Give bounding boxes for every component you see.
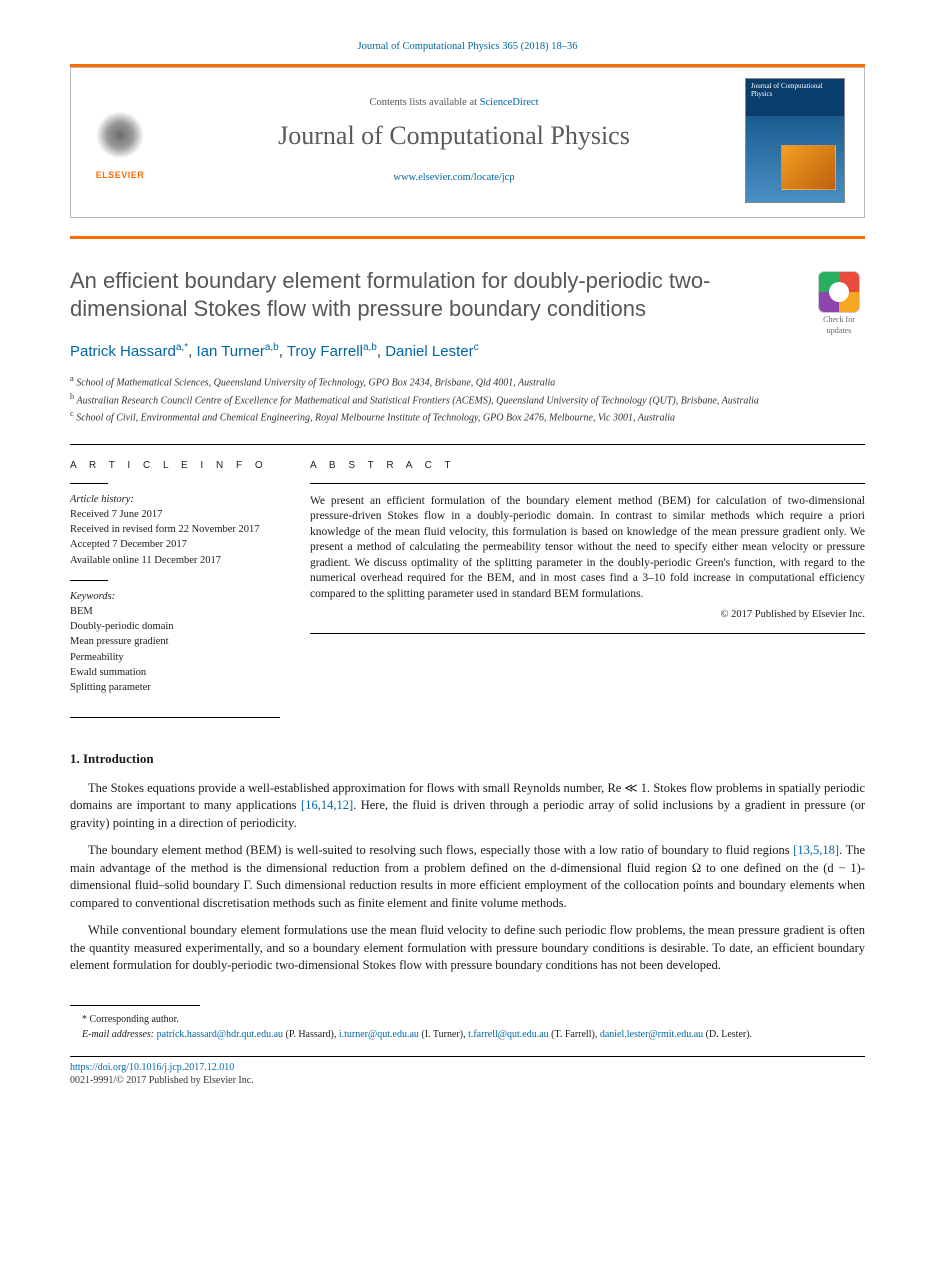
footnotes: * Corresponding author. E-mail addresses…: [70, 1005, 865, 1042]
bottom-orange-rule: [70, 236, 865, 239]
body-paragraph: The boundary element method (BEM) is wel…: [70, 842, 865, 912]
author: Patrick Hassarda,*: [70, 343, 188, 360]
citation-link[interactable]: Journal of Computational Physics 365 (20…: [358, 41, 578, 52]
affiliation-text: School of Civil, Environmental and Chemi…: [76, 413, 675, 424]
affiliation-text: Australian Research Council Centre of Ex…: [77, 395, 759, 406]
history-label: Article history:: [70, 492, 280, 507]
rule-short: [70, 580, 108, 581]
intro-heading: 1. Introduction: [70, 750, 865, 768]
affiliation-text: School of Mathematical Sciences, Queensl…: [76, 377, 555, 388]
email-addresses-line: E-mail addresses: patrick.hassard@hdr.qu…: [70, 1027, 865, 1042]
corresponding-author-note: * Corresponding author.: [70, 1012, 865, 1027]
ref-link[interactable]: [16,14,12]: [301, 798, 353, 812]
keyword: Permeability: [70, 650, 280, 665]
elsevier-logo[interactable]: ELSEVIER: [85, 101, 155, 181]
doi-link[interactable]: https://doi.org/10.1016/j.jcp.2017.12.01…: [70, 1062, 234, 1073]
authors-line: Patrick Hassarda,*, Ian Turnera,b, Troy …: [70, 341, 865, 362]
abstract-text: We present an efficient formulation of t…: [310, 494, 865, 603]
keyword: Ewald summation: [70, 665, 280, 680]
publisher-name: ELSEVIER: [96, 169, 145, 181]
citation-line: Journal of Computational Physics 365 (20…: [70, 40, 865, 54]
journal-cover-block: Journal of Computational Physics: [745, 78, 850, 203]
bottom-block: https://doi.org/10.1016/j.jcp.2017.12.01…: [70, 1056, 865, 1088]
author-aff-sup: a,b: [363, 342, 377, 353]
author-aff-sup: a,*: [176, 342, 188, 353]
author-aff-sup: a,b: [265, 342, 279, 353]
keyword: Mean pressure gradient: [70, 634, 280, 649]
email-link[interactable]: daniel.lester@rmit.edu.au: [600, 1029, 703, 1040]
author-aff-sup: c: [474, 342, 479, 353]
article-title: An efficient boundary element formulatio…: [70, 267, 795, 323]
email-who: (T. Farrell): [551, 1029, 595, 1040]
author: Troy Farrella,b: [287, 343, 377, 360]
elsevier-tree-icon: [91, 109, 149, 167]
email-link[interactable]: t.farrell@qut.edu.au: [468, 1029, 549, 1040]
journal-header: ELSEVIER Contents lists available at Sci…: [70, 67, 865, 218]
rule: [310, 633, 865, 634]
check-updates-label: Check for updates: [823, 315, 855, 335]
article-info-column: A R T I C L E I N F O Article history: R…: [70, 459, 280, 707]
history-item: Available online 11 December 2017: [70, 553, 280, 568]
keyword: BEM: [70, 604, 280, 619]
journal-name: Journal of Computational Physics: [173, 118, 735, 153]
journal-cover-thumbnail[interactable]: Journal of Computational Physics: [745, 78, 845, 203]
ref-link[interactable]: [13,5,18]: [793, 843, 839, 857]
email-label: E-mail addresses:: [82, 1029, 154, 1040]
email-who: (D. Lester).: [706, 1029, 752, 1040]
affiliations: a School of Mathematical Sciences, Queen…: [70, 373, 865, 426]
author-link[interactable]: Patrick Hassard: [70, 343, 176, 360]
title-block: An efficient boundary element formulatio…: [70, 267, 865, 323]
issn-copyright-line: 0021-9991/© 2017 Published by Elsevier I…: [70, 1074, 865, 1088]
email-who: (P. Hassard): [286, 1029, 334, 1040]
info-abstract-row: A R T I C L E I N F O Article history: R…: [70, 459, 865, 707]
email-link[interactable]: i.turner@qut.edu.au: [339, 1029, 419, 1040]
history-item: Accepted 7 December 2017: [70, 537, 280, 552]
email-link[interactable]: patrick.hassard@hdr.qut.edu.au: [157, 1029, 283, 1040]
footnote-rule: [70, 1005, 200, 1006]
keyword: Splitting parameter: [70, 680, 280, 695]
rule: [310, 483, 865, 484]
keywords-label: Keywords:: [70, 589, 280, 604]
article-history: Article history: Received 7 June 2017 Re…: [70, 492, 280, 568]
cover-title: Journal of Computational Physics: [746, 79, 844, 102]
email-who: (I. Turner): [421, 1029, 463, 1040]
sciencedirect-link[interactable]: ScienceDirect: [480, 97, 539, 108]
journal-homepage-link[interactable]: www.elsevier.com/locate/jcp: [393, 172, 514, 183]
abstract-column: A B S T R A C T We present an efficient …: [310, 459, 865, 707]
history-item: Received in revised form 22 November 201…: [70, 522, 280, 537]
body-paragraph: While conventional boundary element form…: [70, 922, 865, 975]
affiliation: a School of Mathematical Sciences, Queen…: [70, 373, 865, 391]
abstract-heading: A B S T R A C T: [310, 459, 865, 473]
corresponding-text: Corresponding author.: [90, 1014, 179, 1025]
author-link[interactable]: Troy Farrell: [287, 343, 363, 360]
abstract-copyright: © 2017 Published by Elsevier Inc.: [310, 608, 865, 622]
keywords-block: Keywords: BEM Doubly-periodic domain Mea…: [70, 589, 280, 696]
header-center: Contents lists available at ScienceDirec…: [163, 96, 745, 185]
check-updates-button[interactable]: Check for updates: [813, 271, 865, 337]
rule-short: [70, 483, 108, 484]
publisher-logo-block: ELSEVIER: [85, 101, 163, 181]
rule: [70, 1056, 865, 1057]
author-link[interactable]: Daniel Lester: [385, 343, 473, 360]
author: Daniel Lesterc: [385, 343, 478, 360]
contents-prefix: Contents lists available at: [369, 97, 479, 108]
contents-line: Contents lists available at ScienceDirec…: [173, 96, 735, 110]
para-text: The boundary element method (BEM) is wel…: [88, 843, 793, 857]
body-paragraph: The Stokes equations provide a well-esta…: [70, 780, 865, 833]
article-info-heading: A R T I C L E I N F O: [70, 459, 280, 473]
author-link[interactable]: Ian Turner: [196, 343, 264, 360]
history-item: Received 7 June 2017: [70, 507, 280, 522]
doi-line: https://doi.org/10.1016/j.jcp.2017.12.01…: [70, 1061, 865, 1075]
cover-graphic-icon: [781, 145, 836, 190]
affiliation: b Australian Research Council Centre of …: [70, 391, 865, 409]
crossmark-icon: [818, 271, 860, 313]
author: Ian Turnera,b: [196, 343, 278, 360]
keyword: Doubly-periodic domain: [70, 619, 280, 634]
rule: [70, 444, 865, 445]
affiliation: c School of Civil, Environmental and Che…: [70, 408, 865, 426]
rule: [70, 717, 280, 718]
